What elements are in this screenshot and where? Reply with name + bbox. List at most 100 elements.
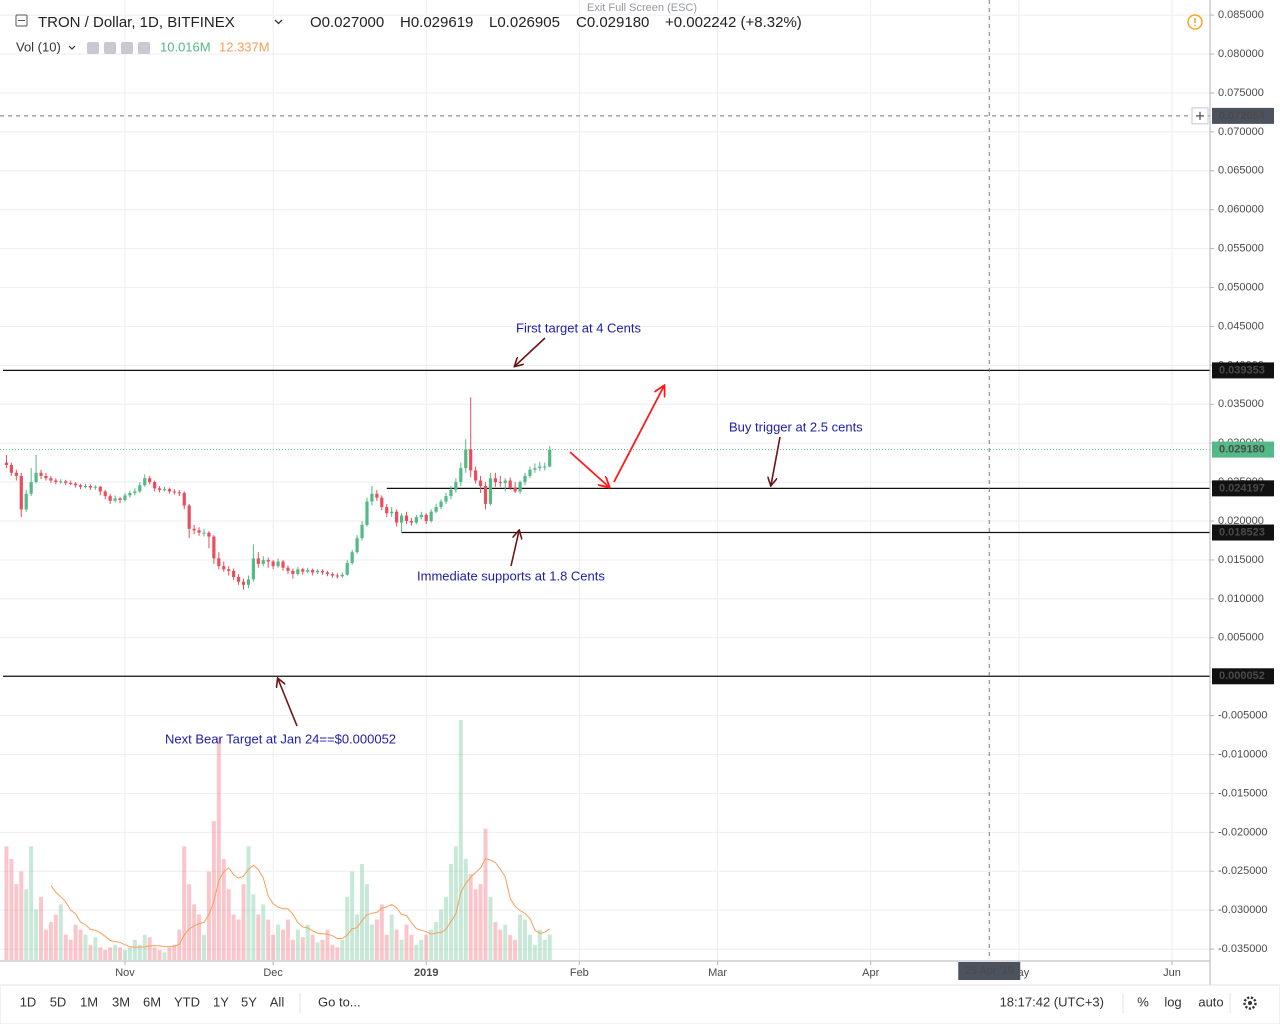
volume-bar	[295, 929, 300, 960]
volume-bar	[162, 952, 167, 960]
volume-bar	[246, 846, 251, 960]
candle-body	[261, 559, 265, 564]
volume-bar	[14, 884, 19, 960]
range-button[interactable]: 1M	[80, 994, 98, 1009]
toolbar: 1D 5D 1M 3M 6M YTD 1Y 5Y All Go to... 18:17:42 (UT…	[20, 993, 1231, 1013]
range-button[interactable]: 5Y	[241, 994, 257, 1009]
volume-bar	[68, 939, 73, 960]
volume-bar	[9, 858, 14, 960]
volume-bar	[429, 929, 434, 960]
volume-bar	[350, 871, 355, 960]
level-label: 0.000052	[1219, 670, 1265, 682]
candle-body	[543, 466, 547, 468]
volume-title[interactable]: Vol (10)	[16, 39, 61, 54]
volume-bar	[468, 874, 473, 960]
icon-add[interactable]	[121, 42, 133, 54]
candle-body	[478, 480, 483, 487]
candle-body	[207, 532, 211, 537]
dropdown-caret[interactable]	[68, 45, 76, 50]
x-tick-label: 2019	[414, 967, 438, 979]
candle-body	[88, 486, 93, 488]
candle-body	[325, 572, 330, 574]
candle-body	[123, 495, 127, 501]
collapse-icon[interactable]	[15, 14, 28, 27]
volume-bar	[122, 949, 127, 960]
y-tick-label: 0.065000	[1218, 165, 1264, 177]
candle-body	[34, 472, 38, 483]
volume-bar	[473, 889, 478, 960]
volume-bar	[29, 846, 34, 960]
candle-body	[157, 488, 162, 490]
range-button[interactable]: 5D	[50, 994, 67, 1009]
volume-bar	[360, 864, 365, 960]
range-button[interactable]: All	[270, 994, 285, 1009]
goto-button[interactable]: Go to...	[318, 994, 361, 1009]
range-button[interactable]: 1Y	[213, 994, 229, 1009]
candle-body	[93, 486, 97, 488]
clock[interactable]: 18:17:42 (UTC+3)	[1000, 994, 1104, 1009]
candle-body	[365, 501, 369, 525]
volume-bar	[34, 909, 39, 960]
alert-icon[interactable]	[1187, 14, 1203, 30]
candle-body	[133, 491, 137, 494]
candle-body	[59, 481, 63, 483]
x-tick-label: Apr	[862, 967, 879, 979]
range-button[interactable]: 1D	[20, 994, 37, 1009]
volume-bar	[542, 939, 547, 960]
scale-option[interactable]: %	[1137, 994, 1149, 1009]
candle-body	[439, 501, 443, 508]
y-tick-label: -0.030000	[1218, 904, 1268, 916]
candle-body	[409, 521, 414, 523]
volume-bar	[157, 949, 162, 960]
volume-bar	[434, 922, 439, 960]
icon-remove[interactable]	[138, 42, 150, 54]
crosshair-plus[interactable]	[1196, 111, 1204, 120]
volume-bar	[523, 919, 528, 960]
y-tick-label: 0.060000	[1218, 204, 1264, 216]
volume-bar	[419, 939, 424, 960]
scale-option[interactable]: log	[1164, 994, 1181, 1009]
y-tick-label: 0.070000	[1218, 126, 1264, 138]
gear-teeth[interactable]	[1243, 996, 1257, 1010]
y-tick-label: -0.025000	[1218, 865, 1268, 877]
candle-body	[266, 559, 270, 562]
arrow	[569, 451, 609, 487]
candle-body	[197, 530, 201, 533]
candle-body	[454, 482, 458, 490]
candle-body	[241, 581, 246, 585]
range-button[interactable]: 6M	[143, 994, 161, 1009]
candle-body	[370, 493, 374, 502]
volume-bar	[537, 929, 542, 960]
volume-bar	[271, 934, 276, 960]
candle-body	[434, 507, 438, 512]
icon-settings[interactable]	[104, 42, 116, 54]
dropdown-caret[interactable]	[274, 19, 283, 25]
icon-eye[interactable]	[87, 42, 99, 54]
scale-option[interactable]: auto	[1198, 994, 1223, 1009]
level-label-box	[1212, 524, 1274, 541]
candle-body	[355, 538, 359, 553]
volume-bar	[197, 914, 202, 960]
candle-body	[375, 493, 379, 498]
gear-icon[interactable]	[1243, 996, 1257, 1010]
volume-bar	[192, 904, 197, 960]
exit-fullscreen[interactable]: Exit Full Screen (ESC)	[587, 2, 697, 14]
alert-icon-dot	[1194, 24, 1196, 27]
candle-body	[73, 483, 78, 486]
volume-bar	[202, 934, 207, 960]
volume-bar	[221, 858, 226, 960]
candle-body	[212, 536, 216, 559]
volume-bar	[345, 896, 350, 960]
candle-body	[271, 561, 275, 567]
ohlc-high: H0.029619	[400, 14, 473, 31]
ohlc-change: +0.002242 (+8.32%)	[665, 14, 802, 31]
candle-body	[474, 470, 478, 481]
candle-body	[538, 466, 542, 469]
candles	[4, 397, 552, 590]
range-button[interactable]: YTD	[174, 994, 200, 1009]
range-button[interactable]: 3M	[112, 994, 130, 1009]
candle-body	[345, 563, 349, 575]
volume-bar	[424, 934, 429, 960]
symbol-title[interactable]: TRON / Dollar, 1D, BITFINEX	[38, 14, 235, 31]
